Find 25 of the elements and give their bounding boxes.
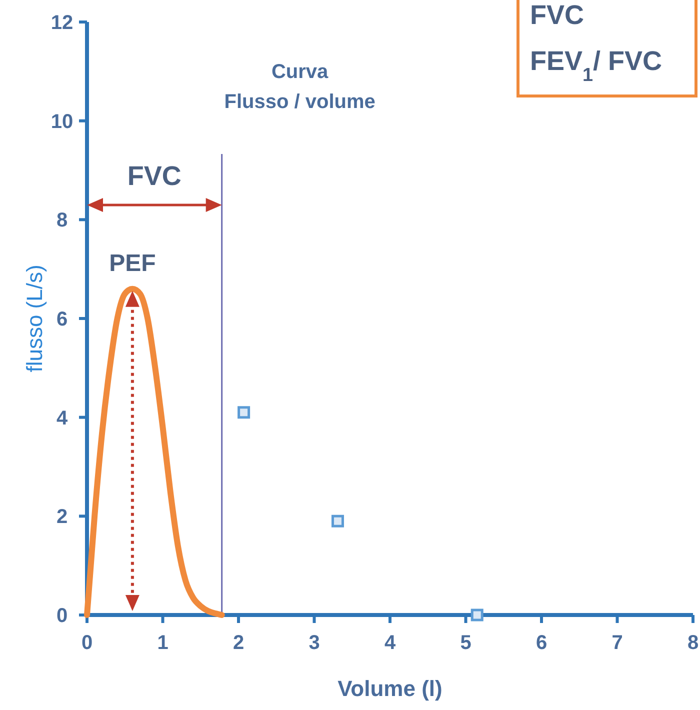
y-tick-label: 2 <box>56 506 68 528</box>
ref-line-label: Curva Flusso / volume <box>224 61 376 113</box>
x-axis-title: Volume (l) <box>338 676 442 701</box>
annotation: FVC FEV$_{1}$/ FVC <box>530 0 662 86</box>
y-tick-label: 10 <box>50 110 74 133</box>
y-tick-label: 8 <box>56 210 68 232</box>
point <box>331 514 344 528</box>
y-tick-label: 0 <box>56 605 68 627</box>
y-tick-label: 4 <box>56 407 68 430</box>
x-tick-label: 4 <box>384 632 396 654</box>
y-axis-title: flusso (L/s) <box>22 264 47 372</box>
y-tick-label: 12 <box>50 12 74 34</box>
x-tick-label: 1 <box>157 632 168 654</box>
y-tick-label: 6 <box>56 308 68 330</box>
x-tick-label: 7 <box>612 632 623 654</box>
annotation: PEF <box>109 250 156 277</box>
point <box>470 608 484 622</box>
x-tick-label: 0 <box>81 632 93 654</box>
x-tick-label: 2 <box>232 632 244 654</box>
x-tick-label: 5 <box>460 632 472 654</box>
point <box>238 406 250 419</box>
x-tick-label: 3 <box>308 632 320 654</box>
x-tick-label: 6 <box>536 632 548 654</box>
x-tick-label: 8 <box>687 632 699 654</box>
annotation: FVC <box>127 161 182 191</box>
